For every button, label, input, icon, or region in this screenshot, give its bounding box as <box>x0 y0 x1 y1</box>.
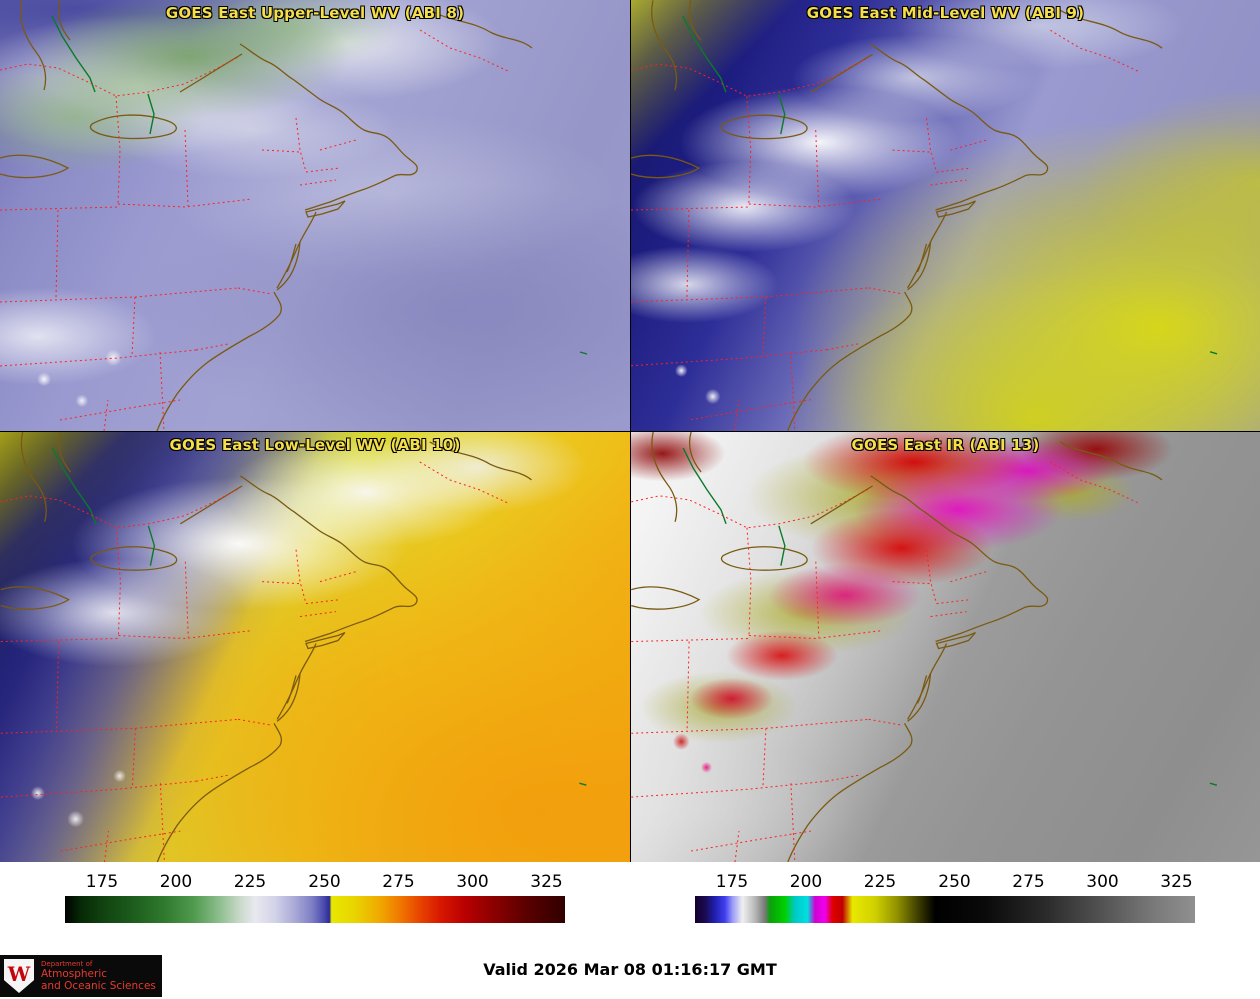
tick-label: 275 <box>1012 872 1045 892</box>
tick-label: 325 <box>1160 872 1193 892</box>
tick-label: 200 <box>789 872 823 892</box>
tick-label: 175 <box>715 872 749 892</box>
colorbar-block-wv: 175 200 225 250 275 300 325 <box>0 862 630 942</box>
panel-title-abi10: GOES East Low-Level WV (ABI 10) <box>169 436 461 454</box>
tick-label: 225 <box>863 872 897 892</box>
panel-title-abi9: GOES East Mid-Level WV (ABI 9) <box>806 4 1085 22</box>
panel-low-level-wv: GOES East Low-Level WV (ABI 10) <box>0 431 630 862</box>
tick-label: 250 <box>308 872 341 892</box>
uw-logo-text: Department of Atmospheric and Oceanic Sc… <box>41 960 156 992</box>
logo-line-2: Atmospheric <box>41 967 108 980</box>
tick-label: 225 <box>233 872 267 892</box>
map-boundaries-overlay <box>631 432 1260 862</box>
tick-label: 175 <box>85 872 119 892</box>
tick-label: 275 <box>382 872 415 892</box>
colorbar-ir-gradient <box>695 896 1195 923</box>
uw-aos-logo: W Department of Atmospheric and Oceanic … <box>0 955 162 997</box>
tick-label: 300 <box>1086 872 1119 892</box>
logo-line-1: Department of <box>41 959 93 968</box>
colorbar-wv-gradient <box>65 896 565 923</box>
colorbar-row: 175 200 225 250 275 300 325 175 200 225 … <box>0 862 1260 942</box>
map-boundaries-overlay <box>631 0 1260 431</box>
valid-time-label: Valid 2026 Mar 08 01:16:17 GMT <box>483 960 777 979</box>
logo-line-3: and Oceanic Sciences <box>41 980 156 993</box>
panel-grid: GOES East Upper-Level WV (ABI 8) GOES Ea… <box>0 0 1260 862</box>
map-boundaries-overlay <box>0 432 630 862</box>
panel-title-abi13: GOES East IR (ABI 13) <box>851 436 1040 454</box>
uw-letter: W <box>7 962 31 986</box>
panel-title-abi8: GOES East Upper-Level WV (ABI 8) <box>165 4 465 22</box>
colorbar-wv-ticks: 175 200 225 250 275 300 325 <box>65 872 565 894</box>
tick-label: 250 <box>938 872 971 892</box>
uw-crest-icon: W <box>2 957 36 995</box>
footer: Valid 2026 Mar 08 01:16:17 GMT W Departm… <box>0 942 1260 999</box>
colorbar-block-ir: 175 200 225 250 275 300 325 <box>630 862 1260 942</box>
panel-mid-level-wv: GOES East Mid-Level WV (ABI 9) <box>630 0 1260 431</box>
tick-label: 200 <box>159 872 193 892</box>
map-boundaries-overlay <box>0 0 630 431</box>
tick-label: 300 <box>456 872 489 892</box>
panel-upper-level-wv: GOES East Upper-Level WV (ABI 8) <box>0 0 630 431</box>
colorbar-ir-ticks: 175 200 225 250 275 300 325 <box>695 872 1195 894</box>
panel-ir: GOES East IR (ABI 13) <box>630 431 1260 862</box>
tick-label: 325 <box>530 872 563 892</box>
